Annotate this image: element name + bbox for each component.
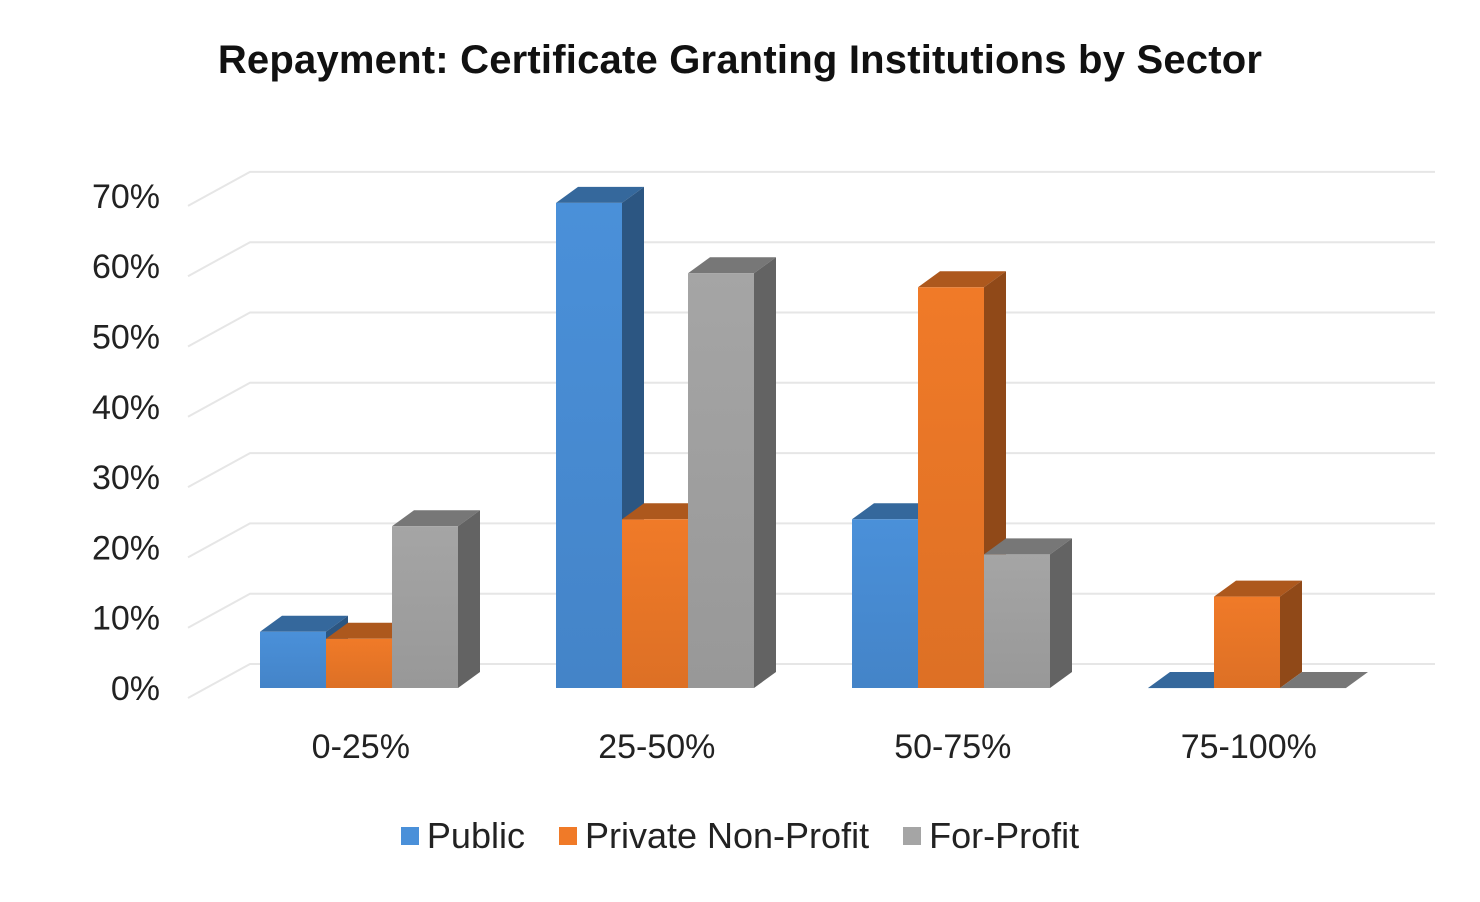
legend-item: Public [400, 815, 525, 857]
legend-swatch-icon [400, 827, 419, 845]
legend-item: For-Profit [903, 815, 1079, 857]
bar [1280, 672, 1368, 689]
legend-label: For-Profit [929, 815, 1080, 856]
x-tick-label: 0-25% [312, 728, 410, 766]
bar [984, 538, 1072, 688]
legend-label: Private Non-Profit [584, 815, 870, 856]
x-tick-label: 50-75% [894, 728, 1011, 766]
y-tick-label: 70% [92, 178, 160, 216]
legend-swatch-icon [903, 827, 922, 845]
y-tick-label: 0% [111, 670, 160, 708]
bar [688, 257, 776, 688]
y-tick-label: 60% [92, 248, 160, 286]
y-tick-label: 30% [92, 459, 160, 497]
y-tick-label: 50% [92, 319, 160, 357]
bar [1214, 580, 1302, 688]
x-tick-label: 25-50% [598, 728, 715, 766]
x-tick-label: 75-100% [1181, 728, 1317, 766]
chart-legend: Public Private Non-Profit For-Profit [0, 815, 1480, 857]
legend-item: Private Non-Profit [558, 815, 870, 857]
bar [392, 510, 480, 688]
y-tick-label: 40% [92, 389, 160, 427]
chart-title: Repayment: Certificate Granting Institut… [217, 38, 1263, 82]
chart-plot-area: 0% 10% 20% 30% 40% 50% 60% 70% 0-25% 25-50% 50-75%… [92, 170, 1435, 766]
legend-swatch-icon [558, 827, 577, 845]
legend-label: Public [426, 815, 525, 856]
y-tick-label: 10% [92, 600, 160, 638]
y-tick-label: 20% [92, 529, 160, 567]
